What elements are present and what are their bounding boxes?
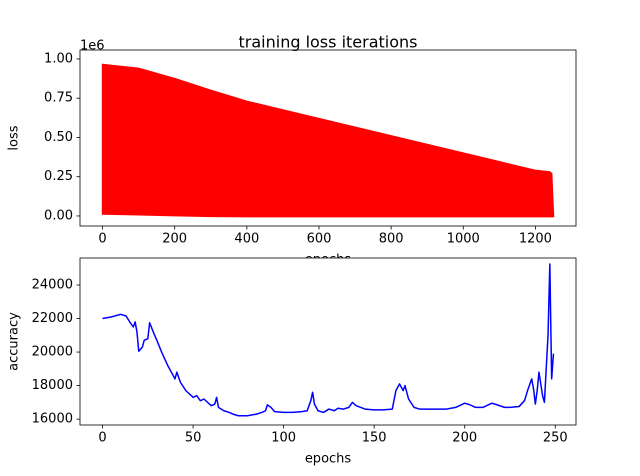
x-tick-label: 1200: [519, 232, 552, 247]
chart-title: training loss iterations: [239, 33, 418, 52]
x-tick-label: 250: [543, 431, 568, 446]
x-tick-label: 50: [185, 431, 202, 446]
y-tick-label: 0.50: [44, 130, 73, 145]
x-tick-label: 0: [98, 431, 106, 446]
accuracy-line: [102, 263, 555, 417]
y-tick-label: 0.75: [44, 91, 73, 106]
x-tick-label: 400: [234, 232, 259, 247]
x-tick-label: 0: [98, 232, 106, 247]
y-tick-label: 18000: [32, 378, 73, 393]
y-tick-label: 0.25: [44, 169, 73, 184]
x-tick-label: 800: [379, 232, 404, 247]
loss-area: [101, 63, 555, 218]
x-tick-label: 150: [362, 431, 387, 446]
x-tick-label: 100: [271, 431, 296, 446]
axes-frame: [79, 49, 577, 227]
offset-text: 1e6: [80, 39, 105, 54]
x-axis-label: epochs: [305, 452, 352, 467]
y-tick-label: 20000: [32, 345, 73, 360]
x-tick-label: 600: [307, 232, 332, 247]
y-tick-label: 16000: [32, 412, 73, 427]
y-tick-label: 0.00: [44, 208, 73, 223]
x-tick-label: 200: [452, 431, 477, 446]
y-tick-label: 1.00: [44, 51, 73, 66]
y-tick-label: 24000: [32, 277, 73, 292]
x-tick-label: 1000: [447, 232, 480, 247]
y-tick-label: 22000: [32, 311, 73, 326]
y-axis-label: accuracy: [7, 312, 22, 371]
y-axis-label: loss: [7, 125, 22, 150]
x-tick-label: 200: [162, 232, 187, 247]
axes-background: [80, 258, 576, 425]
axes-frame: [79, 257, 577, 426]
